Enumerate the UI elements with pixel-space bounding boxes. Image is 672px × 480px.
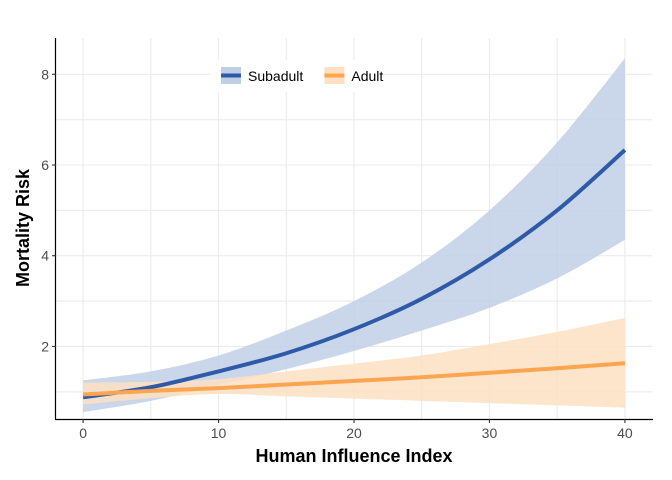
y-tick-label: 6 bbox=[41, 157, 49, 173]
adult-line bbox=[82, 361, 626, 397]
y-tick-label: 2 bbox=[41, 338, 49, 354]
y-tick-label: 4 bbox=[41, 248, 49, 264]
adult-confidence-band bbox=[83, 317, 625, 408]
x-tick-label: 10 bbox=[211, 425, 227, 441]
x-tick-label: 40 bbox=[617, 425, 633, 441]
confidence-bands bbox=[83, 58, 625, 413]
ticks: 0 10 20 30 40 2 4 6 8 bbox=[41, 66, 633, 441]
y-axis-title: Mortality Risk bbox=[13, 168, 33, 287]
x-tick-label: 0 bbox=[79, 425, 87, 441]
subadult-line bbox=[82, 148, 627, 400]
x-tick-label: 30 bbox=[482, 425, 498, 441]
legend: Subadult Adult bbox=[210, 60, 383, 92]
series-lines bbox=[82, 148, 627, 400]
y-tick-label: 8 bbox=[41, 66, 49, 82]
x-axis-title: Human Influence Index bbox=[255, 446, 452, 466]
x-tick-label: 20 bbox=[346, 425, 362, 441]
legend-label-subadult: Subadult bbox=[248, 68, 303, 84]
legend-label-adult: Adult bbox=[351, 68, 383, 84]
subadult-confidence-band bbox=[83, 58, 625, 413]
